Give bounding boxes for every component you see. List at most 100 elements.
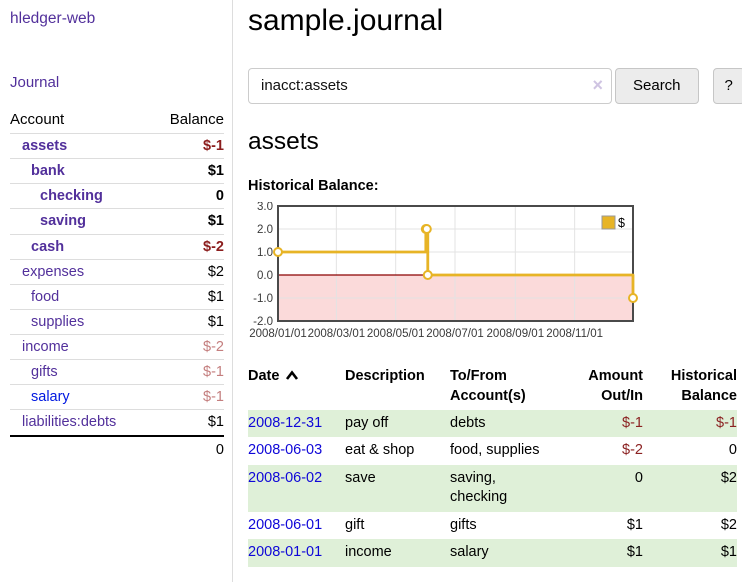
data-point-marker [421,224,432,235]
search-bar: × Search ? [248,67,742,104]
transaction-description: save [345,469,376,486]
account-heading: assets [248,127,319,155]
account-link[interactable]: assets [22,138,68,154]
main-content: sample.journal × Search ? assets Histori… [233,0,742,582]
transaction-balance: $-1 [716,414,737,431]
transaction-amount: $1 [626,544,643,561]
account-balance: $1 [151,158,224,184]
transaction-accounts: saving, checking [450,469,508,506]
account-link[interactable]: supplies [31,313,85,330]
transaction-description: income [345,544,392,561]
transaction-date-link[interactable]: 2008-06-02 [248,469,323,486]
transaction-balance: $2 [720,469,737,486]
account-link[interactable]: saving [40,213,86,230]
clear-search-icon[interactable]: × [592,74,603,95]
register-header-amount: Amount Out/In [588,368,643,404]
sidebar: hledger-web Journal Account Balance asse… [0,0,233,582]
register-header-accounts: To/From Account(s) [450,368,526,404]
account-row: income $-2 [10,333,224,360]
account-row: bank $1 [10,158,224,184]
register-header-date[interactable]: Date [248,365,345,409]
account-balance: $-1 [151,384,224,410]
account-link[interactable]: salary [31,389,70,406]
account-row: cash $-2 [10,233,224,260]
account-row: supplies $1 [10,308,224,335]
transaction-date-link[interactable]: 2008-12-31 [248,414,323,431]
transaction-amount: $-1 [622,414,643,431]
y-tick-label: -1.0 [253,293,273,305]
x-tick-label: 2008/11/01 [546,328,603,340]
transaction-date-link[interactable]: 2008-01-01 [248,544,323,561]
x-tick-label: 2008/05/01 [367,328,425,340]
account-balance: $2 [151,258,224,285]
search-button[interactable]: Search [615,67,699,104]
account-link[interactable]: expenses [22,263,85,280]
table-row: 2008-06-01 gift gifts $1 $2 [248,512,737,540]
table-row: 2008-12-31 pay off debts $-1 $-1 [248,409,737,438]
account-link[interactable]: checking [40,188,103,205]
data-point-marker [273,247,283,258]
account-row: salary $-1 [10,384,224,410]
accounts-table: Account Balance assets $-1 bank $1 checking 0… [10,107,224,463]
transaction-accounts: food, supplies [450,442,540,459]
transaction-amount: 0 [634,469,643,486]
sidebar-item-journal[interactable]: Journal [10,74,60,91]
search-input[interactable] [248,67,612,104]
x-tick-label: 2008/03/01 [308,328,366,340]
transaction-accounts: salary [450,544,489,561]
transaction-description: gift [345,516,365,533]
transaction-balance: 0 [728,442,737,459]
page-title: sample.journal [248,4,444,37]
transaction-accounts: gifts [450,516,477,533]
y-tick-label: 3.0 [257,202,273,213]
account-row: gifts $-1 [10,359,224,385]
transaction-description: pay off [345,414,389,431]
account-balance: $-2 [151,233,224,260]
transaction-date-link[interactable]: 2008-06-01 [248,516,323,533]
chart-title: Historical Balance: [248,178,379,195]
account-balance: $1 [151,208,224,234]
app-brand-link[interactable]: hledger-web [10,10,96,27]
account-balance: $1 [151,409,224,436]
register-header-description: Description [345,368,425,385]
x-tick-label: 2008/07/01 [426,328,484,340]
account-balance: $-1 [151,359,224,385]
sort-ascending-icon [286,370,299,381]
accounts-header-balance: Balance [169,111,224,128]
y-tick-label: 0.0 [257,270,273,282]
accounts-total-spacer [10,434,152,463]
accounts-total-row: 0 [10,434,224,463]
data-point-marker [628,293,638,304]
accounts-total-value: 0 [151,434,224,463]
account-link[interactable]: cash [31,238,65,255]
account-link[interactable]: gifts [31,364,58,381]
transaction-amount: $-2 [622,442,643,459]
x-tick-label: 2008/01/01 [249,328,307,340]
account-row: assets $-1 [10,132,224,159]
data-point-marker [422,270,433,281]
account-link[interactable]: food [31,288,60,305]
account-balance: $-2 [151,333,224,360]
transaction-balance: $2 [720,516,737,533]
plot-border [277,205,634,323]
account-link[interactable]: bank [31,163,65,180]
account-row: saving $1 [10,208,224,234]
transaction-balance: $1 [720,544,737,561]
y-tick-label: -2.0 [253,316,273,328]
table-row: 2008-06-02 save saving, checking 0 $2 [248,464,737,512]
table-row: 2008-01-01 income salary $1 $1 [248,539,737,567]
help-button[interactable]: ? [712,67,742,104]
legend-swatch [601,215,616,230]
account-row: food $1 [10,283,224,310]
transaction-amount: $1 [626,516,643,533]
account-link[interactable]: income [22,339,69,355]
y-tick-label: 2.0 [257,224,273,236]
transaction-accounts: debts [450,414,486,431]
account-row: checking 0 [10,183,224,209]
account-balance: $1 [151,308,224,335]
transaction-date-link[interactable]: 2008-06-03 [248,442,323,459]
account-row: liabilities:debts $1 [10,409,224,436]
account-balance: $1 [151,283,224,310]
account-link[interactable]: liabilities:debts [22,414,117,431]
